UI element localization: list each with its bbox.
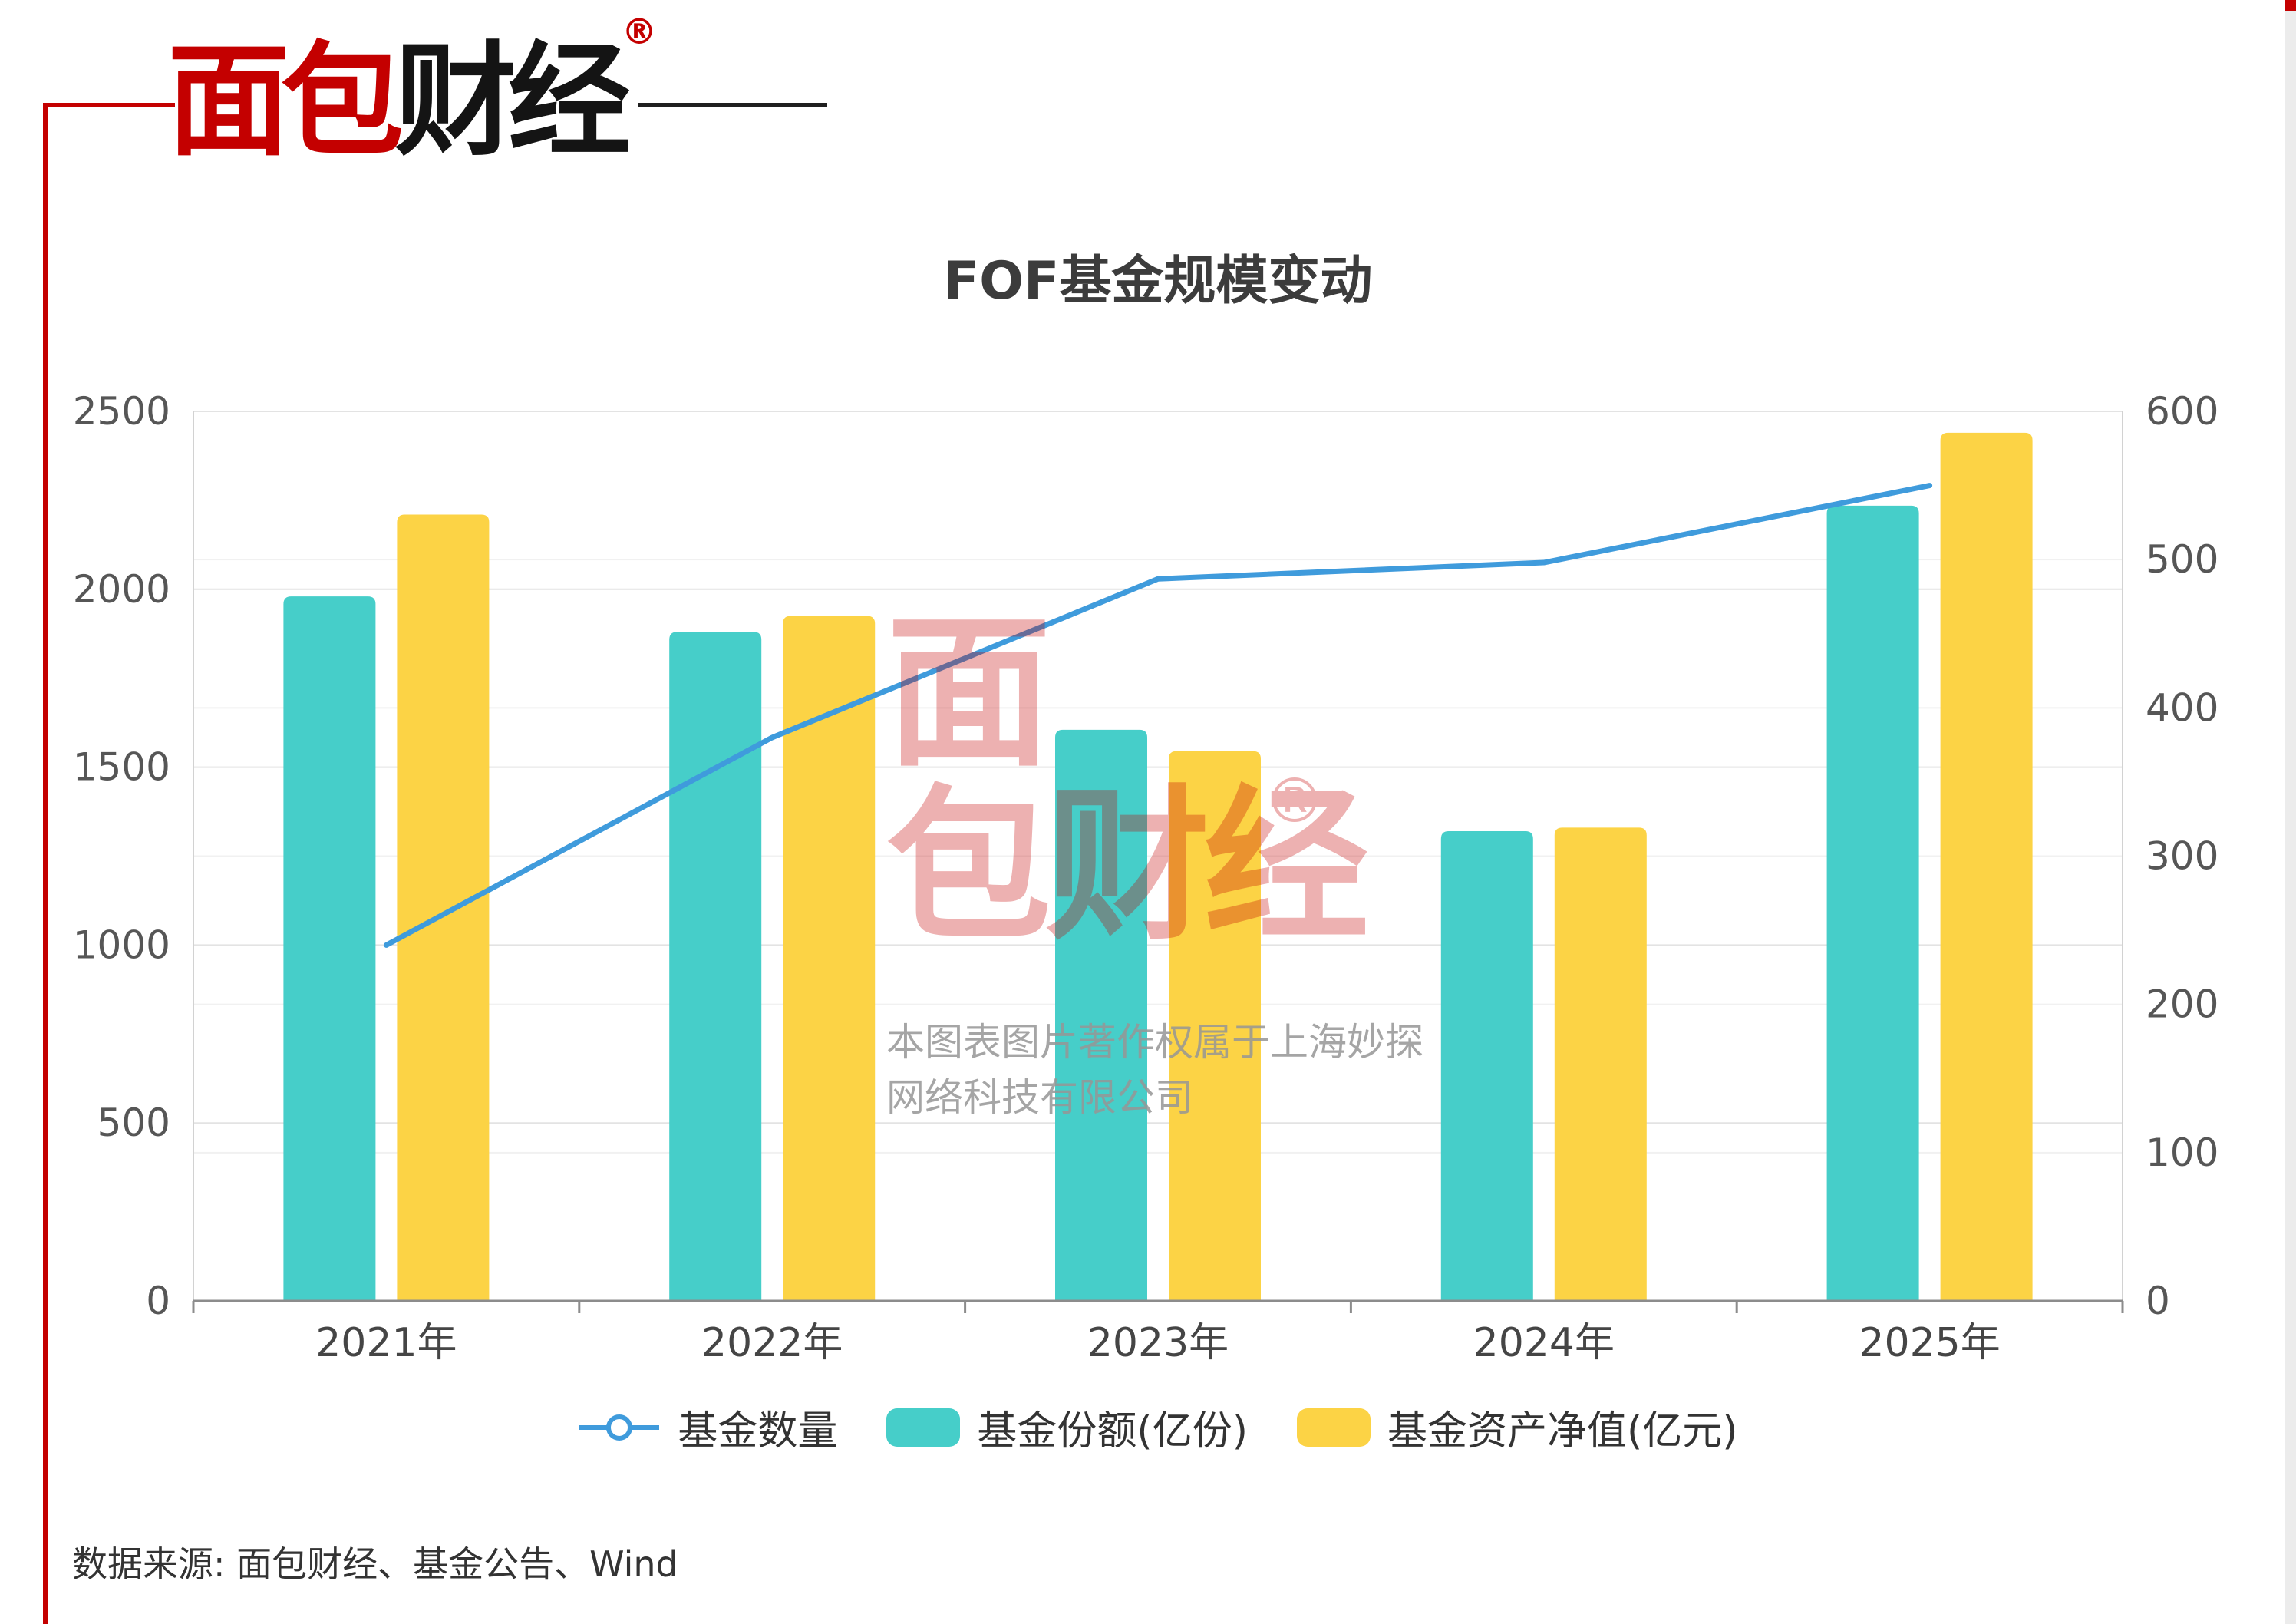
chart-title: FOF基金规模变动	[943, 251, 1373, 312]
legend-item-fund-share[interactable]: 基金份额(亿份)	[886, 1398, 1248, 1456]
bar-series-1-category-3[interactable]	[1554, 827, 1647, 1301]
x-axis-category-label: 2024年	[1473, 1320, 1615, 1366]
frame-accent-top	[43, 103, 175, 107]
bar-series-0-category-2[interactable]	[1055, 729, 1147, 1301]
left-axis-tick-label: 1000	[73, 923, 170, 967]
legend-label-fund-count: 基金数量	[678, 1408, 838, 1454]
legend-swatch-teal	[886, 1408, 961, 1447]
x-axis-category-label: 2021年	[315, 1320, 457, 1366]
brand-logo: 面包财经®	[167, 12, 657, 169]
right-axis-tick-label: 300	[2146, 834, 2218, 879]
line-series-fund-count[interactable]	[383, 483, 1933, 948]
logo-rule-line	[638, 103, 827, 107]
bar-series-1-category-0[interactable]	[397, 514, 490, 1301]
bar-series-0-category-0[interactable]	[283, 596, 376, 1301]
legend-label-fund-nav: 基金资产净值(亿元)	[1387, 1408, 1738, 1454]
legend-item-fund-count[interactable]: 基金数量	[578, 1398, 837, 1456]
right-axis-tick-label: 200	[2146, 982, 2218, 1027]
bar-series-1-category-4[interactable]	[1940, 432, 2033, 1302]
left-axis-tick-label: 1500	[73, 745, 170, 790]
right-axis-tick-label: 600	[2146, 389, 2218, 434]
registered-mark: ®	[622, 11, 658, 52]
right-axis-tick-label: 0	[2146, 1279, 2170, 1323]
x-axis-category-label: 2025年	[1859, 1320, 2000, 1366]
bar-series-1-category-2[interactable]	[1169, 751, 1261, 1301]
right-axis-tick-label: 100	[2146, 1131, 2218, 1175]
right-axis-tick-label: 500	[2146, 537, 2218, 582]
legend-line-marker-icon	[579, 1414, 660, 1441]
bar-series-1-category-1[interactable]	[783, 616, 876, 1301]
logo-text-red: 面包	[167, 29, 404, 173]
logo-text-black: 财经	[394, 29, 631, 173]
chart-legend: 基金数量 基金份额(亿份) 基金资产净值(亿元)	[193, 1398, 2123, 1456]
scrollbar[interactable]	[2285, 0, 2296, 1624]
frame-accent-left	[43, 103, 48, 1624]
left-axis-tick-label: 2500	[73, 389, 170, 434]
left-axis-tick-label: 0	[146, 1279, 170, 1323]
bar-series-0-category-4[interactable]	[1826, 505, 1919, 1301]
x-axis-category-label: 2023年	[1087, 1320, 1229, 1366]
bar-series-0-category-3[interactable]	[1440, 831, 1533, 1301]
left-axis-tick-label: 500	[97, 1101, 170, 1145]
bar-series-0-category-1[interactable]	[669, 632, 762, 1301]
right-axis-tick-label: 400	[2146, 685, 2218, 730]
legend-label-fund-share: 基金份额(亿份)	[977, 1408, 1248, 1454]
scrollbar-top-mark	[2285, 0, 2296, 11]
legend-swatch-yellow	[1297, 1408, 1371, 1447]
x-axis-category-label: 2022年	[701, 1320, 843, 1366]
left-axis-tick-label: 2000	[73, 567, 170, 612]
data-source-text: 数据来源: 面包财经、基金公告、Wind	[72, 1543, 678, 1585]
legend-item-fund-nav[interactable]: 基金资产净值(亿元)	[1297, 1398, 1738, 1456]
